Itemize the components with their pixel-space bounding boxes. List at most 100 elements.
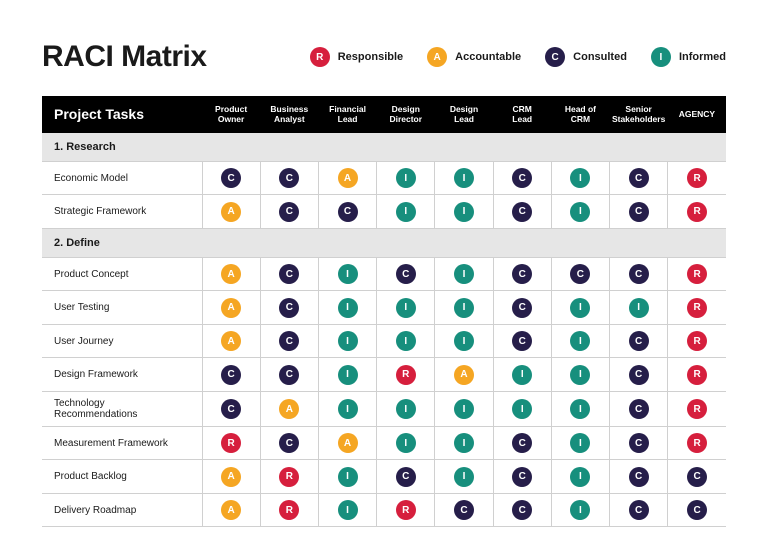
raci-badge-c: C bbox=[279, 433, 299, 453]
raci-badge-c: C bbox=[629, 202, 649, 222]
raci-cell: C bbox=[377, 460, 435, 494]
raci-badge-i: I bbox=[570, 433, 590, 453]
raci-badge-i: I bbox=[454, 467, 474, 487]
raci-badge-r: R bbox=[396, 365, 416, 385]
raci-cell: A bbox=[202, 493, 260, 527]
task-name: Delivery Roadmap bbox=[42, 493, 202, 527]
raci-badge-r: R bbox=[221, 433, 241, 453]
legend: RResponsibleAAccountableCConsultedIInfor… bbox=[310, 47, 726, 67]
raci-cell: C bbox=[260, 324, 318, 358]
raci-cell: A bbox=[202, 324, 260, 358]
raci-badge-a: A bbox=[279, 399, 299, 419]
raci-cell: C bbox=[260, 426, 318, 460]
raci-badge-r: R bbox=[310, 47, 330, 67]
column-header: CRMLead bbox=[493, 96, 551, 133]
raci-badge-a: A bbox=[221, 202, 241, 222]
raci-cell: C bbox=[260, 291, 318, 325]
raci-cell: C bbox=[668, 460, 726, 494]
column-header: ProductOwner bbox=[202, 96, 260, 133]
raci-badge-c: C bbox=[221, 168, 241, 188]
raci-badge-i: I bbox=[454, 399, 474, 419]
raci-badge-c: C bbox=[338, 202, 358, 222]
task-row: User TestingACIIICIIR bbox=[42, 291, 726, 325]
raci-badge-i: I bbox=[454, 331, 474, 351]
raci-cell: C bbox=[493, 460, 551, 494]
task-name: Technology Recommendations bbox=[42, 391, 202, 426]
raci-cell: R bbox=[668, 161, 726, 195]
raci-badge-c: C bbox=[687, 500, 707, 520]
raci-badge-i: I bbox=[396, 298, 416, 318]
raci-cell: I bbox=[435, 291, 493, 325]
raci-badge-c: C bbox=[570, 264, 590, 284]
raci-badge-i: I bbox=[512, 399, 532, 419]
raci-badge-i: I bbox=[570, 331, 590, 351]
raci-badge-i: I bbox=[338, 298, 358, 318]
raci-badge-c: C bbox=[279, 264, 299, 284]
raci-badge-a: A bbox=[221, 298, 241, 318]
column-header-row: Project TasksProductOwnerBusinessAnalyst… bbox=[42, 96, 726, 133]
raci-badge-i: I bbox=[338, 467, 358, 487]
raci-badge-c: C bbox=[512, 298, 532, 318]
raci-badge-i: I bbox=[338, 331, 358, 351]
raci-badge-c: C bbox=[629, 433, 649, 453]
raci-cell: I bbox=[318, 358, 376, 392]
raci-cell: A bbox=[202, 291, 260, 325]
raci-badge-i: I bbox=[454, 264, 474, 284]
raci-cell: C bbox=[260, 161, 318, 195]
task-row: Technology RecommendationsCAIIIIICR bbox=[42, 391, 726, 426]
raci-cell: I bbox=[551, 161, 609, 195]
raci-badge-i: I bbox=[396, 168, 416, 188]
raci-cell: I bbox=[435, 426, 493, 460]
raci-badge-r: R bbox=[687, 298, 707, 318]
raci-cell: C bbox=[493, 426, 551, 460]
raci-badge-i: I bbox=[338, 399, 358, 419]
raci-badge-r: R bbox=[396, 500, 416, 520]
column-header: FinancialLead bbox=[318, 96, 376, 133]
raci-badge-i: I bbox=[338, 264, 358, 284]
raci-cell: A bbox=[202, 195, 260, 229]
raci-cell: C bbox=[610, 358, 668, 392]
raci-cell: A bbox=[260, 391, 318, 426]
raci-badge-c: C bbox=[279, 298, 299, 318]
raci-badge-c: C bbox=[629, 467, 649, 487]
raci-badge-a: A bbox=[454, 365, 474, 385]
raci-badge-c: C bbox=[396, 264, 416, 284]
column-header: DesignLead bbox=[435, 96, 493, 133]
task-name: Design Framework bbox=[42, 358, 202, 392]
raci-cell: C bbox=[668, 493, 726, 527]
raci-badge-r: R bbox=[687, 399, 707, 419]
raci-cell: C bbox=[610, 257, 668, 291]
raci-badge-a: A bbox=[221, 264, 241, 284]
raci-cell: R bbox=[668, 426, 726, 460]
raci-cell: C bbox=[260, 195, 318, 229]
legend-label: Consulted bbox=[573, 51, 627, 63]
raci-badge-c: C bbox=[629, 399, 649, 419]
raci-badge-a: A bbox=[338, 168, 358, 188]
raci-badge-i: I bbox=[651, 47, 671, 67]
raci-badge-i: I bbox=[570, 500, 590, 520]
raci-cell: R bbox=[668, 291, 726, 325]
table-body: 1. ResearchEconomic ModelCCAIICICRStrate… bbox=[42, 133, 726, 527]
raci-cell: I bbox=[551, 291, 609, 325]
raci-cell: C bbox=[610, 426, 668, 460]
raci-cell: I bbox=[551, 195, 609, 229]
task-row: Strategic FrameworkACCIICICR bbox=[42, 195, 726, 229]
legend-item-c: CConsulted bbox=[545, 47, 627, 67]
raci-cell: C bbox=[260, 257, 318, 291]
raci-cell: I bbox=[377, 426, 435, 460]
raci-cell: I bbox=[551, 493, 609, 527]
raci-cell: I bbox=[377, 291, 435, 325]
raci-badge-a: A bbox=[221, 331, 241, 351]
legend-label: Accountable bbox=[455, 51, 521, 63]
column-header: DesignDirector bbox=[377, 96, 435, 133]
raci-badge-i: I bbox=[629, 298, 649, 318]
section-row: 2. Define bbox=[42, 228, 726, 257]
raci-badge-r: R bbox=[279, 500, 299, 520]
raci-cell: I bbox=[318, 257, 376, 291]
column-header: SeniorStakeholders bbox=[610, 96, 668, 133]
raci-badge-a: A bbox=[427, 47, 447, 67]
raci-badge-c: C bbox=[629, 500, 649, 520]
raci-badge-i: I bbox=[396, 399, 416, 419]
raci-badge-a: A bbox=[221, 467, 241, 487]
raci-badge-i: I bbox=[570, 399, 590, 419]
